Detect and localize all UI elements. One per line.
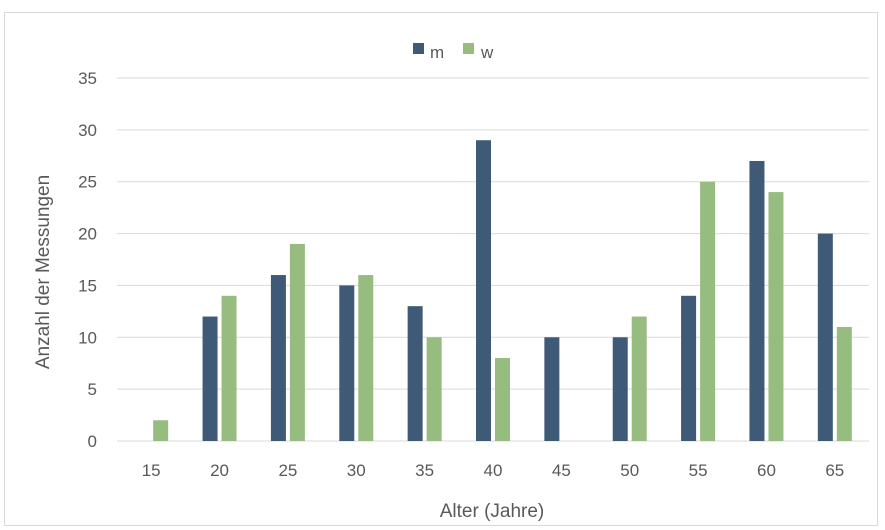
bar-m-25 [270,275,286,441]
legend: m w [413,43,494,62]
x-tick-label: 55 [689,461,708,480]
y-tick-label: 15 [78,276,97,295]
bar-m-45 [544,337,560,441]
bar-w-60 [768,192,784,441]
bar-w-50 [631,316,647,441]
bar-w-30 [358,275,374,441]
gridlines [117,77,869,442]
x-axis-title: Alter (Jahre) [440,501,545,522]
y-axis-tick-labels: 0 5 10 15 20 25 30 35 [78,69,97,451]
bar-m-40 [476,140,491,441]
bar-m-65 [817,233,833,441]
x-tick-label: 45 [552,461,571,480]
bars [153,140,852,441]
y-tick-label: 35 [78,69,97,88]
bar-m-30 [339,285,355,441]
x-tick-label: 40 [484,461,503,480]
bar-m-20 [202,316,218,441]
y-axis-title: Anzahl der Messungen [33,175,54,369]
y-tick-label: 5 [88,380,97,399]
bar-w-20 [221,295,237,441]
bar-m-35 [407,306,423,441]
y-tick-label: 25 [78,173,97,192]
x-tick-label: 20 [210,461,229,480]
x-tick-label: 50 [620,461,639,480]
y-tick-label: 30 [78,121,97,140]
y-tick-label: 20 [78,225,97,244]
x-tick-label: 35 [415,461,434,480]
x-tick-label: 15 [142,461,161,480]
x-tick-label: 30 [347,461,366,480]
bar-w-15 [153,420,169,441]
x-axis-tick-labels: 15 20 25 30 35 40 45 50 55 60 65 [142,461,845,480]
x-tick-label: 65 [825,461,844,480]
bar-m-60 [749,160,765,441]
bar-m-50 [612,337,628,441]
y-tick-label: 0 [88,432,97,451]
legend-label-w: w [480,43,494,62]
bar-w-35 [426,337,442,441]
legend-swatch-m [413,43,424,54]
bar-m-55 [681,295,697,441]
y-tick-label: 10 [78,328,97,347]
bar-w-40 [495,358,510,441]
x-tick-label: 25 [278,461,297,480]
bar-w-25 [289,243,305,441]
legend-swatch-w [463,43,474,54]
legend-label-m: m [430,43,444,62]
bar-w-55 [700,181,716,441]
bar-w-65 [836,326,852,441]
x-tick-label: 60 [757,461,776,480]
